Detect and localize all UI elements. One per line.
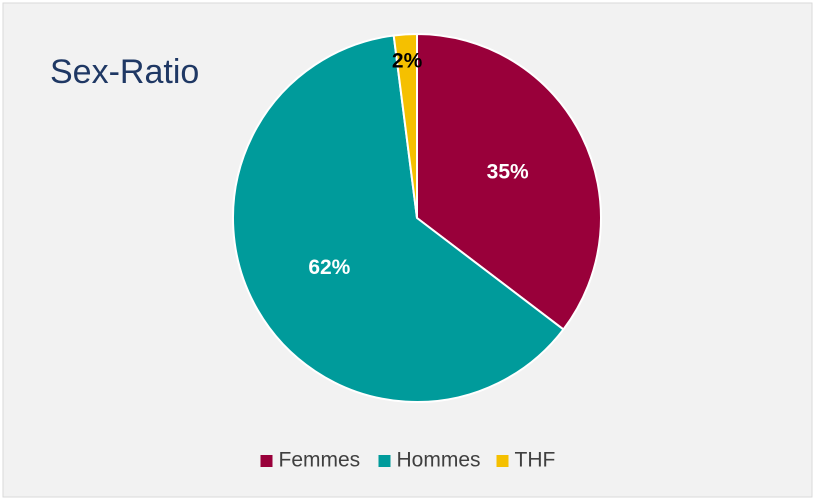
pie-slice [232,34,565,403]
legend-swatch [496,455,509,467]
data-label: 62% [308,256,350,279]
pie-slice [392,32,418,219]
chart-title: Sex-Ratio [50,53,199,91]
legend-swatch [378,455,391,467]
data-label: 2% [392,49,423,72]
legend-label: Femmes [279,449,361,472]
legend-label: THF [515,449,556,472]
data-label: 35% [487,161,529,184]
legend-label: Hommes [397,449,481,472]
legend-swatch [260,455,273,467]
pie-slice [416,32,602,331]
